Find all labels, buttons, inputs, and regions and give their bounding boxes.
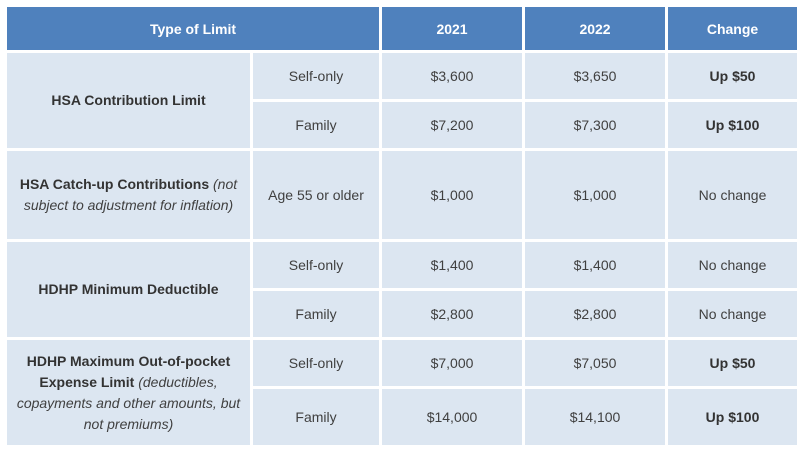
row-label-bold: HDHP Maximum Out-of-pocket Expense Limit [26, 352, 231, 390]
coverage-cell: Family [253, 102, 380, 148]
value-2021-cell: $7,200 [382, 102, 523, 148]
coverage-cell: Self-only [253, 242, 380, 288]
coverage-cell: Family [253, 291, 380, 337]
change-cell: No change [668, 242, 798, 288]
change-cell: No change [668, 291, 798, 337]
row-label-hdhp-out-of-pocket: HDHP Maximum Out-of-pocket Expense Limit… [7, 340, 250, 445]
value-2021-cell: $7,000 [382, 340, 523, 386]
value-2021-cell: $3,600 [382, 53, 523, 99]
value-2021-cell: $14,000 [382, 389, 523, 445]
header-type-of-limit: Type of Limit [7, 7, 380, 50]
coverage-cell: Family [253, 389, 380, 445]
value-2021-cell: $1,400 [382, 242, 523, 288]
coverage-cell: Self-only [253, 340, 380, 386]
row-label-hsa-catchup: HSA Catch-up Contributions (not subject … [7, 151, 250, 239]
row-label-note: (deductibles, copayments and other amoun… [16, 373, 241, 432]
limits-table-container: Type of Limit 2021 2022 Change HSA Contr… [4, 4, 800, 454]
value-2022-cell: $7,300 [525, 102, 666, 148]
value-2022-cell: $2,800 [525, 291, 666, 337]
table-row: Family $14,000 $14,100 Up $100 [7, 389, 798, 445]
table-row: Family $7,200 $7,300 Up $100 [7, 102, 798, 148]
table-row: HDHP Minimum Deductible Self-only $1,400… [7, 242, 798, 337]
change-cell: Up $100 [668, 102, 798, 148]
value-2021-cell: $1,000 [382, 151, 523, 239]
table-row: HDHP Maximum Out-of-pocket Expense Limit… [7, 340, 798, 445]
header-row: Type of Limit 2021 2022 Change [7, 7, 798, 50]
coverage-cell: Age 55 or older [253, 151, 380, 239]
change-cell: Up $100 [668, 389, 798, 445]
header-year-2021: 2021 [382, 7, 523, 50]
change-cell: Up $50 [668, 340, 798, 386]
value-2022-cell: $7,050 [525, 340, 666, 386]
table-row: Family $2,800 $2,800 No change [7, 291, 798, 337]
value-2022-cell: $3,650 [525, 53, 666, 99]
header-change: Change [668, 7, 798, 50]
change-cell: No change [668, 151, 798, 239]
row-label-hdhp-deductible: HDHP Minimum Deductible [7, 242, 250, 337]
table-row: HSA Catch-up Contributions (not subject … [7, 151, 798, 239]
value-2021-cell: $2,800 [382, 291, 523, 337]
change-cell: Up $50 [668, 53, 798, 99]
row-label-hsa-contribution: HSA Contribution Limit [7, 53, 250, 148]
hsa-limits-table: Type of Limit 2021 2022 Change HSA Contr… [4, 4, 800, 448]
table-row: HSA Contribution Limit Self-only $3,600 … [7, 53, 798, 148]
value-2022-cell: $1,400 [525, 242, 666, 288]
value-2022-cell: $1,000 [525, 151, 666, 239]
coverage-cell: Self-only [253, 53, 380, 99]
value-2022-cell: $14,100 [525, 389, 666, 445]
header-year-2022: 2022 [525, 7, 666, 50]
row-label-note: (not subject to adjustment for inflation… [23, 176, 238, 213]
row-label-bold: HSA Catch-up Contributions [19, 176, 210, 192]
